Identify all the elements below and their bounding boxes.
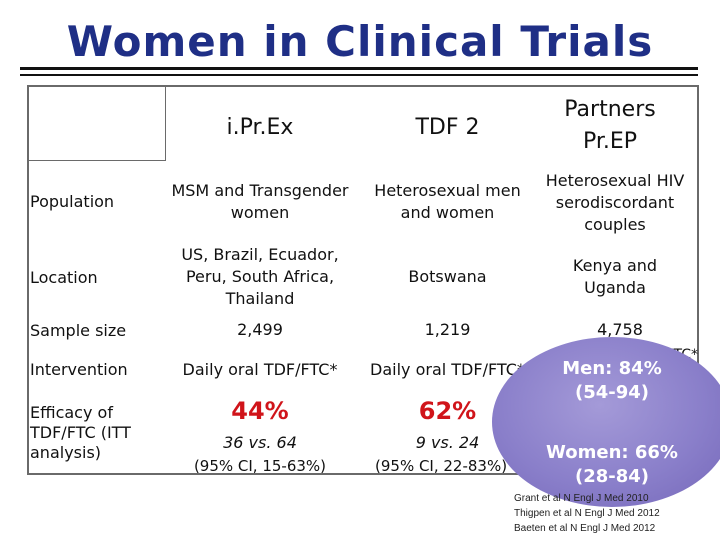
men-efficacy-value: Men: 84% [562, 358, 662, 379]
efficacy-by-sex-callout: Men: 84% (54-94) Women: 66% (28-84) [492, 337, 720, 507]
cell-sample-tdf2: 1,219 [424, 320, 471, 339]
row-label-location: Location [30, 268, 98, 287]
women-efficacy-range: (28-84) [574, 466, 650, 487]
cell-sample-ipex: 2,499 [237, 320, 283, 339]
efficacy-ci-tdf2: (95% CI, 22-83%) [375, 457, 508, 475]
efficacy-counts-tdf2: 9 vs. 24 [415, 433, 480, 452]
efficacy-value-tdf2: 62% [418, 397, 477, 425]
column-header-partners-prep: Partners Pr.EP [564, 97, 656, 154]
title-rule-thin [20, 74, 698, 76]
reference-item: Thigpen et al N Engl J Med 2012 [514, 508, 660, 519]
cell-population-ipex: MSM and Transgender women [171, 181, 349, 222]
comparison-table [27, 85, 699, 475]
efficacy-value-ipex: 44% [231, 397, 289, 425]
row-label-sample-size: Sample size [30, 321, 127, 340]
column-header-ipex: i.Pr.Ex [226, 115, 294, 140]
women-efficacy: Women: 66% (28-84) [492, 441, 720, 489]
men-efficacy: Men: 84% (54-94) [492, 357, 720, 405]
cell-location-ipex: US, Brazil, Ecuador, Peru, South Africa,… [181, 245, 339, 308]
row-label-efficacy: Efficacy of TDF/FTC (ITT analysis) [30, 403, 131, 462]
row-label-intervention: Intervention [30, 360, 128, 379]
cell-location-tdf2: Botswana [408, 267, 487, 286]
reference-item: Grant et al N Engl J Med 2010 [514, 493, 649, 504]
slide-title: Women in Clinical Trials [66, 17, 654, 66]
row-label-population: Population [30, 192, 115, 211]
reference-item: Baeten et al N Engl J Med 2012 [514, 523, 656, 534]
cell-intervention-tdf2: Daily oral TDF/FTC* [370, 360, 525, 379]
efficacy-counts-ipex: 36 vs. 64 [223, 433, 297, 452]
column-header-tdf2: TDF 2 [415, 115, 480, 140]
title-rule [20, 67, 698, 70]
efficacy-ci-ipex: (95% CI, 15-63%) [193, 457, 327, 475]
cell-location-partners: Kenya and Uganda [572, 256, 658, 297]
cell-sample-partners: 4,758 [597, 320, 643, 339]
women-efficacy-value: Women: 66% [546, 442, 678, 463]
table-corner-cell [27, 85, 166, 161]
references: Grant et al N Engl J Med 2010 Thigpen et… [514, 491, 714, 536]
cell-intervention-ipex: Daily oral TDF/FTC* [182, 360, 338, 379]
cell-population-partners: Heterosexual HIV serodiscordant couples [545, 171, 685, 234]
cell-population-tdf2: Heterosexual men and women [374, 181, 521, 222]
men-efficacy-range: (54-94) [574, 382, 650, 403]
